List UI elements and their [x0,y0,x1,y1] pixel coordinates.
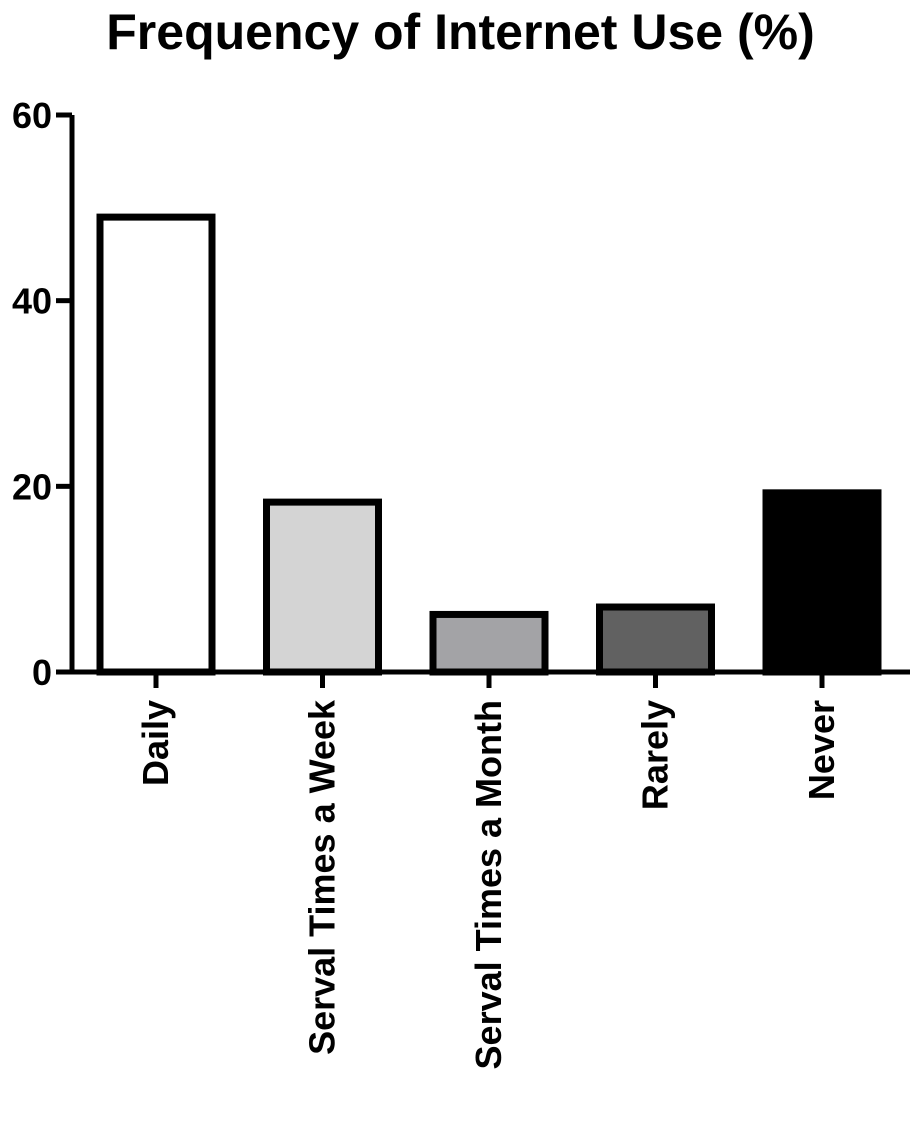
x-category-label: Serval Times a Week [302,699,343,1055]
x-category-label: Daily [135,700,176,786]
bar-serval-times-a-week [263,498,382,676]
bar-daily [96,213,216,676]
chart-title: Frequency of Internet Use (%) [106,4,815,60]
y-tick-label: 20 [12,466,52,507]
bar-rarely [596,603,715,676]
y-tick-label: 40 [12,281,52,322]
x-category-label: Never [801,700,842,800]
y-tick-label: 0 [32,652,52,693]
bar-never [762,489,882,676]
x-category-labels: Daily Serval Times a Week Serval Times a M… [135,699,842,1069]
x-category-label: Serval Times a Month [468,700,509,1069]
y-tick-labels: 0 20 40 60 [12,95,52,693]
x-category-label: Rarely [635,700,676,810]
y-tick-label: 60 [12,95,52,136]
bars [96,213,882,676]
bar-serval-times-a-month [429,610,549,676]
